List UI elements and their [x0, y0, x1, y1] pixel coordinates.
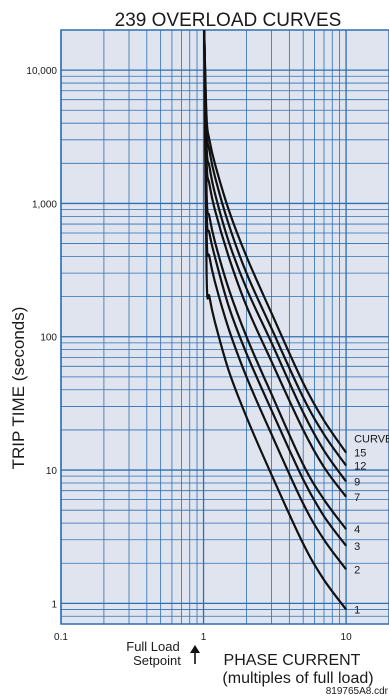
- y-tick-label: 1: [51, 599, 57, 610]
- curve-label-12: 12: [354, 461, 366, 473]
- curve-label-1: 1: [354, 604, 360, 616]
- y-axis-label: TRIP TIME (seconds): [9, 307, 28, 470]
- plot-border: [60, 29, 389, 625]
- y-tick-label: 10: [46, 466, 58, 477]
- curves: [203, 29, 348, 611]
- plot-area: [61, 30, 389, 624]
- arrow-up-icon: [190, 645, 200, 664]
- x-axis-label-line-2: (multiples of full load): [222, 670, 373, 687]
- grid: [60, 29, 389, 625]
- chart-title: 239 OVERLOAD CURVES: [115, 10, 342, 31]
- full-load-line-1: Full Load: [126, 639, 179, 654]
- curve-label-15: 15: [354, 448, 366, 460]
- y-tick-label: 100: [40, 333, 57, 344]
- curve-label-7: 7: [354, 492, 360, 504]
- y-tick-label: 10,000: [26, 66, 57, 77]
- figure-code: 819765A8.cdr: [326, 686, 389, 696]
- x-tick-label: 0.1: [54, 632, 68, 643]
- curve-label-9: 9: [354, 477, 360, 489]
- y-tick-label: 1,000: [32, 199, 57, 210]
- x-tick-label: 10: [341, 632, 353, 643]
- full-load-annotation: Full Load Setpoint: [126, 639, 200, 668]
- legend-title: CURVE: [354, 434, 389, 446]
- x-axis-label-line-1: PHASE CURRENT: [224, 652, 361, 669]
- full-load-line-2: Setpoint: [133, 653, 181, 668]
- curve-label-4: 4: [354, 524, 360, 536]
- curve-label-2: 2: [354, 564, 360, 576]
- curve-1: [203, 29, 347, 611]
- x-tick-label: 1: [201, 632, 207, 643]
- curve-label-3: 3: [354, 541, 360, 553]
